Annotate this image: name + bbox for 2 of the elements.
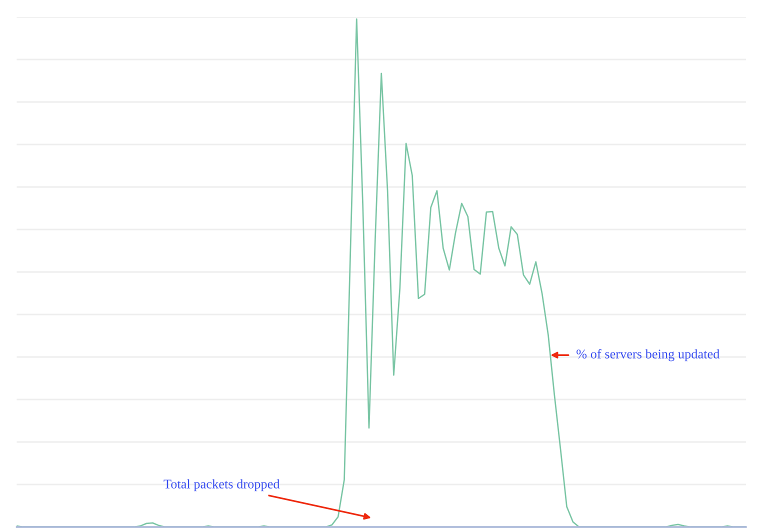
annotation: Total packets dropped xyxy=(164,479,280,492)
series-label: % of servers being updated xyxy=(576,349,720,362)
